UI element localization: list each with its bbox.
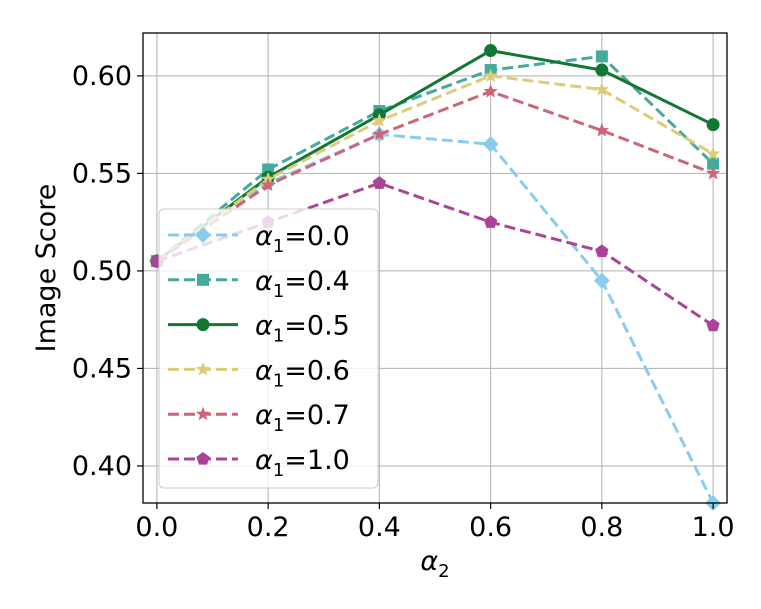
legend-entry: α1=0.7 [168,400,350,436]
legend: α1=0.0 α1=0.4 α1=0.5 α1=0.6 α1=0.7 α1=1.0 [158,208,379,489]
x-tick-label: 0.2 [247,512,290,543]
axis-ticks: 0.0 0.2 0.4 0.6 0.8 1.0 0.40 0.45 0.50 0.55 0.60 [72,61,735,543]
x-tick-label: 0.6 [469,512,512,543]
legend-marker [195,406,211,421]
data-point [483,84,498,98]
data-point [595,63,609,77]
legend-entry: α1=0.0 [168,221,350,257]
y-axis-title: Image Score [31,184,62,353]
data-point [482,136,499,153]
data-point [372,126,387,141]
legend-entry: α1=0.6 [168,355,350,391]
data-point [706,118,720,132]
legend-entry: α1=1.0 [168,445,350,481]
data-point [483,215,498,228]
y-tick-label: 0.45 [72,353,132,384]
legend-entry: α1=0.4 [168,266,350,302]
x-axis-title: α2 [420,546,449,582]
x-tick-label: 0.4 [358,512,401,543]
series-line [155,54,715,263]
legend-label: α1=0.4 [255,266,350,302]
y-tick-label: 0.55 [72,158,132,189]
x-tick-label: 1.0 [692,512,735,543]
legend-label: α1=0.7 [255,400,350,436]
data-point [593,272,610,289]
data-point [483,68,498,82]
data-point [707,157,720,170]
legend-label: α1=1.0 [255,445,350,481]
data-point [372,113,387,127]
legend-box [158,208,379,489]
data-point [706,318,720,332]
legend-label: α1=0.6 [255,355,350,391]
series-line [156,90,714,263]
data-point [261,177,276,192]
data-point [595,50,608,63]
data-point [484,44,498,58]
y-tick-label: 0.40 [72,451,132,482]
data-point [372,176,387,189]
legend-entry: α1=0.5 [168,311,350,347]
legend-marker [196,318,210,332]
legend-marker [196,452,210,465]
x-tick-label: 0.0 [135,512,178,543]
series-line [156,74,714,263]
legend-marker [197,273,209,286]
legend-marker [195,361,211,376]
plot-frame [142,32,728,504]
legend-marker [195,227,211,243]
x-tick-label: 0.8 [580,512,623,543]
data-point [705,146,721,160]
data-point [594,123,609,137]
data-point [705,165,721,180]
legend-label: α1=0.0 [255,221,350,257]
data-point [595,244,609,258]
y-tick-label: 0.50 [72,256,132,287]
data-point [594,82,609,96]
legend-label: α1=0.5 [255,311,350,347]
y-tick-label: 0.60 [72,61,132,92]
